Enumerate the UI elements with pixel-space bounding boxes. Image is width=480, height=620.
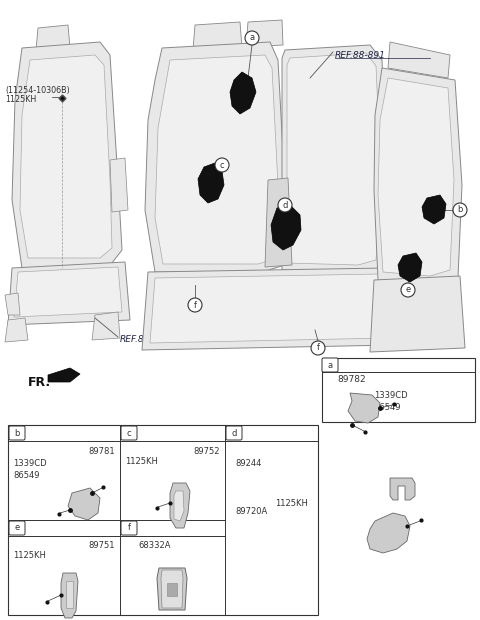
Polygon shape bbox=[145, 42, 285, 272]
Polygon shape bbox=[388, 42, 450, 78]
Polygon shape bbox=[230, 72, 256, 114]
Polygon shape bbox=[167, 583, 177, 596]
Text: b: b bbox=[14, 428, 20, 438]
Text: c: c bbox=[127, 428, 132, 438]
Text: 89782: 89782 bbox=[337, 376, 366, 384]
Circle shape bbox=[453, 203, 467, 217]
Polygon shape bbox=[68, 488, 100, 520]
Circle shape bbox=[401, 283, 415, 297]
Polygon shape bbox=[246, 20, 283, 47]
FancyBboxPatch shape bbox=[9, 426, 25, 440]
Text: c: c bbox=[220, 161, 224, 169]
Text: 89720A: 89720A bbox=[235, 507, 267, 515]
Polygon shape bbox=[271, 205, 301, 250]
Text: FR.: FR. bbox=[28, 376, 51, 389]
Polygon shape bbox=[390, 478, 415, 500]
Text: 1125KH: 1125KH bbox=[13, 552, 46, 560]
Text: (11254-10306B): (11254-10306B) bbox=[5, 86, 70, 94]
Polygon shape bbox=[287, 53, 381, 265]
Polygon shape bbox=[398, 253, 422, 282]
Polygon shape bbox=[348, 393, 380, 423]
Polygon shape bbox=[193, 22, 242, 50]
Circle shape bbox=[311, 341, 325, 355]
Polygon shape bbox=[12, 42, 122, 268]
Polygon shape bbox=[370, 276, 465, 352]
Polygon shape bbox=[174, 491, 184, 521]
Text: REF.88-680: REF.88-680 bbox=[120, 335, 171, 345]
Polygon shape bbox=[8, 262, 130, 325]
Polygon shape bbox=[161, 570, 183, 608]
FancyBboxPatch shape bbox=[121, 521, 137, 535]
Polygon shape bbox=[374, 68, 462, 285]
Polygon shape bbox=[110, 158, 128, 212]
Text: f: f bbox=[128, 523, 131, 533]
FancyBboxPatch shape bbox=[9, 521, 25, 535]
Text: 68332A: 68332A bbox=[138, 541, 170, 551]
Polygon shape bbox=[36, 25, 70, 50]
Text: f: f bbox=[193, 301, 196, 309]
Text: 86549: 86549 bbox=[374, 404, 400, 412]
Polygon shape bbox=[5, 293, 20, 315]
FancyBboxPatch shape bbox=[322, 358, 338, 372]
Text: 86549: 86549 bbox=[13, 471, 39, 479]
FancyBboxPatch shape bbox=[226, 426, 242, 440]
Polygon shape bbox=[265, 178, 292, 267]
Polygon shape bbox=[61, 573, 78, 618]
Text: d: d bbox=[231, 428, 237, 438]
Text: a: a bbox=[327, 360, 333, 370]
Polygon shape bbox=[48, 368, 80, 382]
Circle shape bbox=[188, 298, 202, 312]
Text: 89244: 89244 bbox=[235, 459, 262, 467]
Text: 1125KH: 1125KH bbox=[275, 498, 308, 508]
FancyBboxPatch shape bbox=[121, 426, 137, 440]
Polygon shape bbox=[14, 267, 122, 317]
Polygon shape bbox=[155, 55, 278, 264]
Polygon shape bbox=[142, 268, 395, 350]
Polygon shape bbox=[170, 483, 190, 528]
Text: d: d bbox=[282, 200, 288, 210]
Polygon shape bbox=[92, 312, 120, 340]
Polygon shape bbox=[150, 274, 388, 343]
Text: 1339CD: 1339CD bbox=[374, 391, 408, 401]
Polygon shape bbox=[66, 581, 73, 608]
Circle shape bbox=[215, 158, 229, 172]
Bar bbox=[8, 425, 318, 615]
Text: REF.88-891: REF.88-891 bbox=[335, 50, 386, 60]
Polygon shape bbox=[422, 195, 446, 224]
Polygon shape bbox=[282, 45, 388, 272]
Text: e: e bbox=[14, 523, 20, 533]
Circle shape bbox=[245, 31, 259, 45]
Text: 1125KH: 1125KH bbox=[5, 95, 36, 105]
Text: 89781: 89781 bbox=[88, 446, 115, 456]
Text: a: a bbox=[250, 33, 254, 43]
Text: f: f bbox=[316, 343, 320, 353]
Text: e: e bbox=[406, 285, 410, 294]
Polygon shape bbox=[5, 318, 28, 342]
Circle shape bbox=[278, 198, 292, 212]
Polygon shape bbox=[198, 163, 224, 203]
Text: 89751: 89751 bbox=[88, 541, 115, 551]
Text: 89752: 89752 bbox=[193, 446, 220, 456]
Text: 1125KH: 1125KH bbox=[125, 456, 158, 466]
Bar bbox=[322, 358, 475, 422]
Text: 1339CD: 1339CD bbox=[13, 459, 47, 467]
Polygon shape bbox=[378, 78, 454, 276]
Polygon shape bbox=[367, 513, 410, 553]
Text: b: b bbox=[457, 205, 463, 215]
Polygon shape bbox=[157, 568, 187, 610]
Polygon shape bbox=[20, 55, 112, 258]
